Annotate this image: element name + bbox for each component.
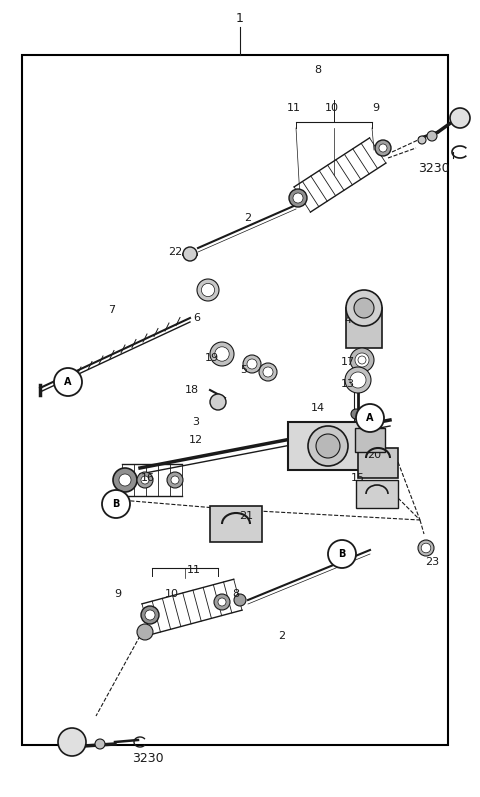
Text: 9: 9 [372,103,380,113]
Circle shape [379,144,387,152]
Text: 3: 3 [192,417,200,427]
Circle shape [54,368,82,396]
Circle shape [418,540,434,556]
Text: 2: 2 [278,631,286,641]
Circle shape [418,136,426,144]
Text: 10: 10 [325,103,339,113]
Text: 2: 2 [244,213,252,223]
Circle shape [119,474,131,486]
Circle shape [247,359,257,369]
Circle shape [243,355,261,373]
Text: 10: 10 [165,589,179,599]
Text: 22: 22 [168,247,182,257]
Text: 9: 9 [114,589,121,599]
Text: 3230: 3230 [418,162,450,175]
Circle shape [202,284,215,296]
Circle shape [102,490,130,518]
Circle shape [350,372,366,388]
Circle shape [183,247,197,261]
Circle shape [358,356,366,364]
Text: 19: 19 [205,353,219,363]
Circle shape [263,367,273,377]
Bar [358,448,398,478]
Text: 18: 18 [185,385,199,395]
Circle shape [137,624,153,640]
Circle shape [356,404,384,432]
Bar [346,308,382,348]
Bar [355,428,385,452]
Circle shape [58,728,86,756]
Circle shape [355,353,369,367]
Text: 13: 13 [341,379,355,389]
Text: 14: 14 [311,403,325,413]
Circle shape [354,298,374,318]
Circle shape [328,540,356,568]
Text: B: B [338,549,346,559]
Circle shape [210,342,234,366]
Text: B: B [112,499,120,509]
Circle shape [345,367,371,393]
Circle shape [293,193,303,203]
Text: 20: 20 [367,450,381,460]
Circle shape [145,610,155,620]
Circle shape [137,472,153,488]
Circle shape [210,394,226,410]
Text: 11: 11 [287,103,301,113]
Circle shape [113,468,137,492]
Circle shape [308,426,348,466]
Text: 4: 4 [345,315,351,325]
Circle shape [171,476,179,484]
Text: 17: 17 [341,357,355,367]
Circle shape [259,363,277,381]
Text: 8: 8 [314,65,322,75]
Circle shape [421,544,431,553]
Circle shape [215,347,229,361]
Text: 23: 23 [425,557,439,567]
Circle shape [350,348,374,372]
Text: A: A [64,377,72,387]
Bar [210,506,262,542]
Circle shape [214,594,230,610]
Circle shape [95,739,105,749]
Circle shape [141,606,159,624]
Text: 16: 16 [141,473,155,483]
Circle shape [450,108,470,128]
Circle shape [141,476,149,484]
Text: 21: 21 [239,511,253,521]
Bar [356,480,398,508]
Text: 15: 15 [351,473,365,483]
Circle shape [375,140,391,156]
Text: 11: 11 [187,565,201,575]
Text: 12: 12 [189,435,203,445]
Text: A: A [366,413,374,423]
Text: 6: 6 [193,313,201,323]
Text: 8: 8 [232,589,240,599]
Circle shape [316,434,340,458]
Circle shape [351,409,361,419]
Circle shape [167,472,183,488]
Text: 3230: 3230 [132,752,164,764]
Circle shape [289,189,307,207]
Circle shape [346,290,382,326]
Text: 7: 7 [108,305,116,315]
Bar [288,422,363,470]
Bar [22,55,448,745]
Circle shape [197,279,219,301]
Text: 5: 5 [240,365,248,375]
Circle shape [427,131,437,141]
Circle shape [234,594,246,606]
Circle shape [218,598,226,606]
Text: 1: 1 [236,11,244,25]
